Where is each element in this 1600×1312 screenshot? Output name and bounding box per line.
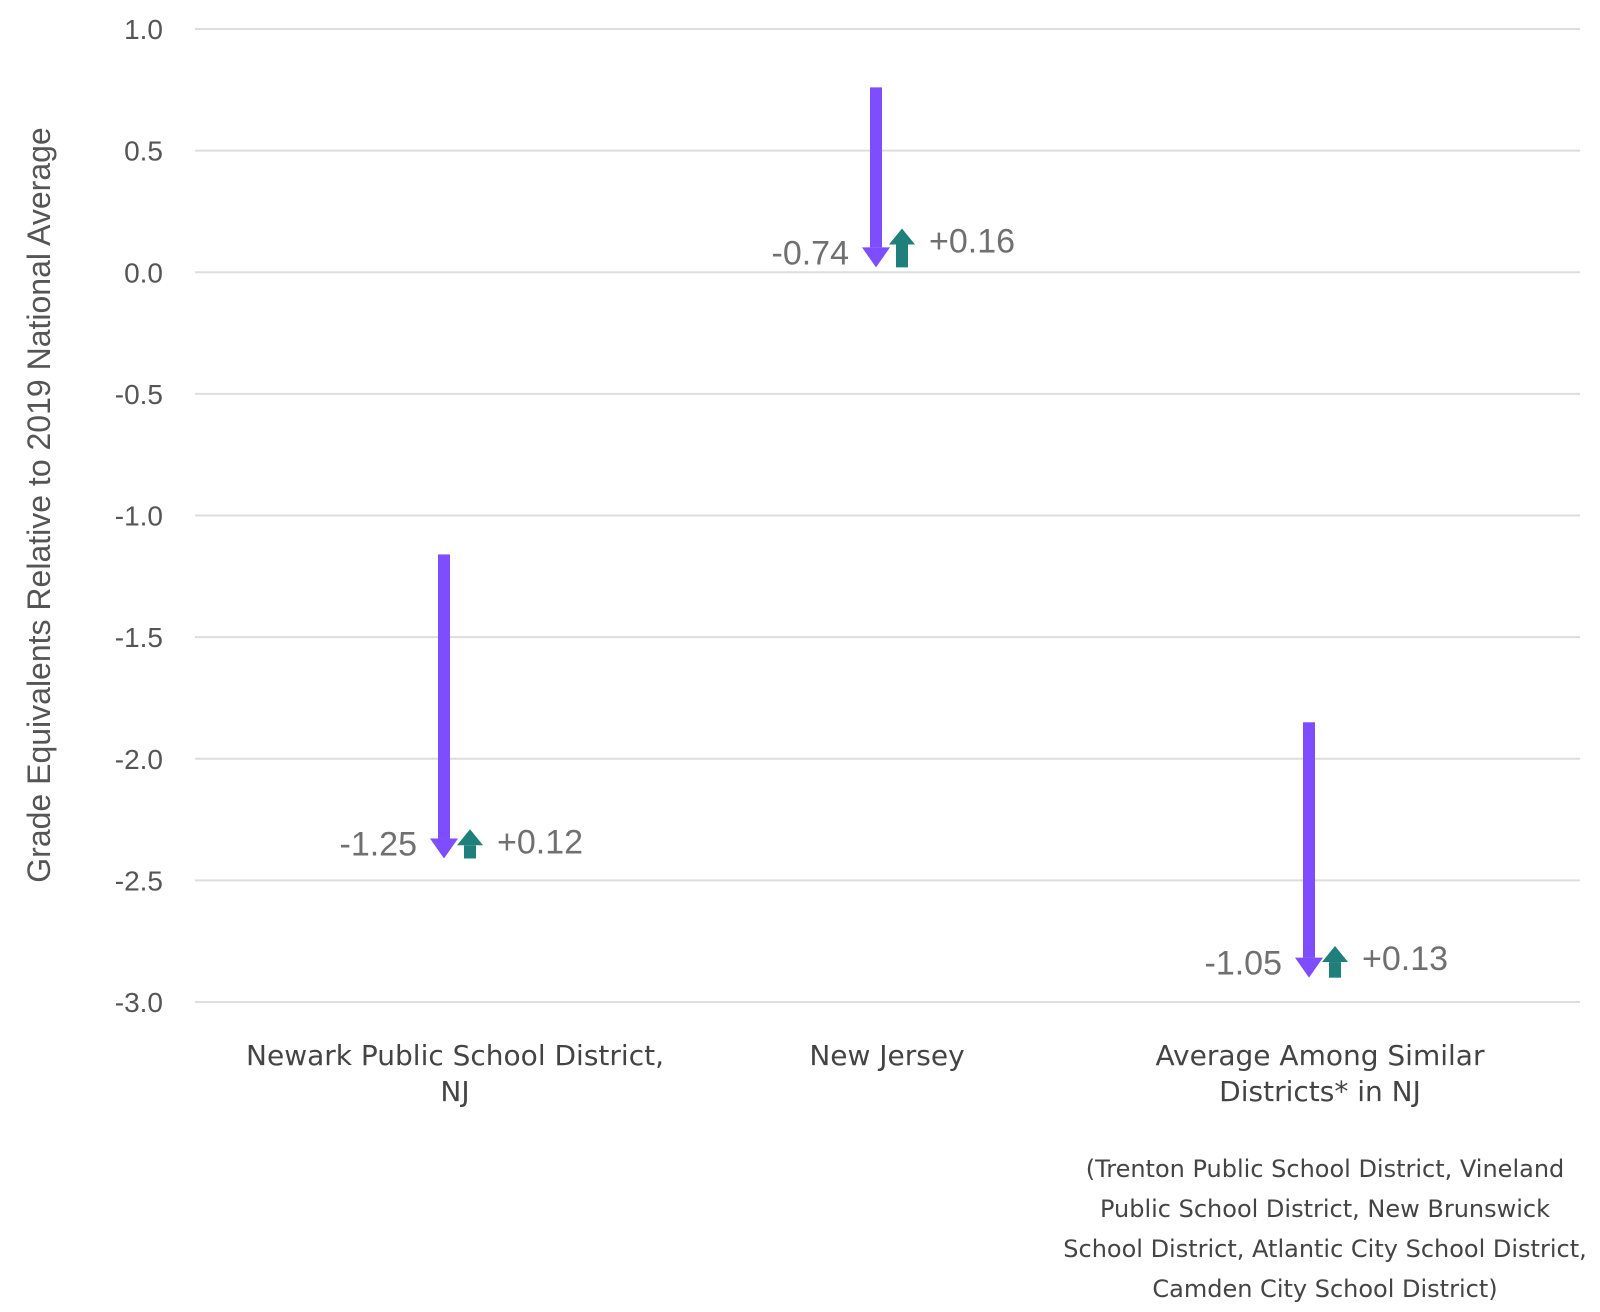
y-tick-label: 1.0	[124, 14, 163, 45]
x-category-label: Districts* in NJ	[1219, 1075, 1421, 1108]
y-tick-label: -2.0	[115, 744, 163, 775]
recovery-value-label: +0.16	[929, 222, 1015, 260]
recovery-arrow-head	[889, 228, 915, 245]
x-category-label: Newark Public School District,	[246, 1039, 664, 1072]
decline-arrow-head	[1295, 957, 1323, 978]
decline-arrow-shaft	[870, 87, 882, 248]
decline-arrow-shaft	[438, 554, 450, 839]
y-tick-label: -2.5	[115, 865, 163, 896]
decline-value-label: -1.25	[340, 825, 418, 863]
footnote: (Trenton Public School District, Vinelan…	[1063, 1155, 1586, 1303]
x-category-label: Average Among Similar	[1156, 1039, 1485, 1072]
recovery-arrow-shaft	[896, 244, 908, 268]
y-tick-label: -0.5	[115, 379, 163, 410]
recovery-arrow-head	[457, 829, 483, 846]
decline-arrow-shaft	[1303, 722, 1315, 958]
y-tick-label: -1.5	[115, 622, 163, 653]
decline-arrow-head	[430, 838, 458, 859]
y-axis-ticks: 1.0 0.5 0.0 -0.5 -1.0 -1.5 -2.0 -2.5 -3.0	[115, 14, 163, 1018]
y-tick-label: -3.0	[115, 987, 163, 1018]
recovery-value-label: +0.12	[497, 823, 583, 861]
chart-marks: -1.25 +0.12 -0.74 +0.16 -1.05 +0.13	[340, 87, 1448, 983]
footnote-line: Public School District, New Brunswick	[1100, 1195, 1550, 1223]
y-tick-label: 0.5	[124, 136, 163, 167]
recovery-arrow-shaft	[1329, 962, 1341, 978]
footnote-line: Camden City School District)	[1152, 1275, 1497, 1303]
x-axis-categories: Newark Public School District,NJ New Jers…	[246, 1039, 1485, 1108]
decline-value-label: -1.05	[1205, 945, 1283, 983]
footnote-line: (Trenton Public School District, Vinelan…	[1086, 1155, 1565, 1183]
recovery-arrow-shaft	[464, 845, 476, 859]
decline-arrow-head	[862, 247, 890, 268]
recovery-arrow-head	[1322, 946, 1348, 963]
y-tick-label: 0.0	[124, 257, 163, 288]
x-category-label: NJ	[440, 1075, 469, 1108]
y-axis-label: Grade Equivalents Relative to 2019 Natio…	[21, 127, 57, 882]
footnote-line: School District, Atlantic City School Di…	[1063, 1235, 1586, 1263]
y-tick-label: -1.0	[115, 501, 163, 532]
gridlines	[195, 28, 1580, 1003]
recovery-value-label: +0.13	[1362, 940, 1448, 978]
decline-value-label: -0.74	[772, 234, 850, 272]
x-category-label: New Jersey	[809, 1039, 964, 1072]
